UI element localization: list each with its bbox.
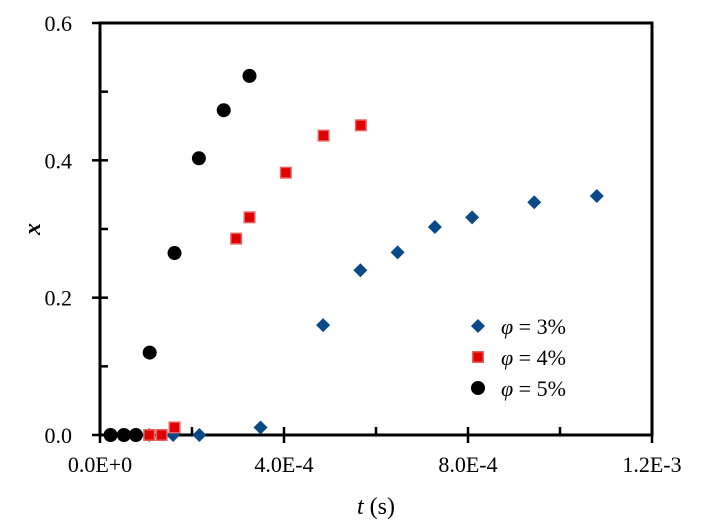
data-point-square [243, 211, 256, 224]
axis-titles: t (s) x [20, 223, 395, 520]
x-tick-label: 8.0E-4 [438, 452, 497, 477]
data-point-circle [128, 428, 143, 442]
legend: φ = 3% φ = 4% φ = 5% [471, 314, 566, 401]
legend-marker-diamond [471, 319, 485, 333]
data-point-circle [216, 103, 231, 118]
legend-marker-circle [471, 381, 485, 395]
legend-marker-square [472, 351, 484, 363]
data-point-diamond [427, 219, 442, 234]
data-point-square [168, 421, 181, 434]
data-point-circle [103, 428, 118, 442]
legend-item: φ = 3% [471, 314, 566, 339]
data-point-square [279, 166, 292, 179]
y-axis-title: x [20, 223, 46, 236]
data-point-diamond [390, 245, 405, 260]
x-axis-title-unit: (s) [364, 494, 395, 520]
data-point-circle [116, 428, 131, 442]
data-point-diamond [527, 195, 542, 210]
x-tick-label: 4.0E-4 [254, 452, 313, 477]
y-tick-label: 0.0 [45, 423, 73, 448]
data-point-diamond [253, 420, 268, 435]
x-tick-label: 0.0E+0 [68, 452, 132, 477]
y-tick-label: 0.6 [45, 11, 73, 36]
legend-label: φ = 4% [501, 345, 566, 370]
axis-tick-labels: 0.0E+0 4.0E-4 8.0E-4 1.2E-3 0.0 0.2 0.4 0.6 [45, 11, 682, 477]
data-point-diamond [465, 210, 480, 225]
data-point-square [143, 429, 156, 441]
data-point-square [230, 232, 243, 245]
data-point-diamond [353, 263, 368, 278]
series-square [143, 119, 367, 441]
legend-item: φ = 4% [472, 345, 566, 370]
data-point-square [317, 129, 330, 142]
plot-border [98, 21, 654, 437]
y-tick-label: 0.4 [45, 148, 73, 173]
data-point-circle [167, 246, 182, 261]
data-point-diamond [192, 428, 207, 442]
x-axis-title: t (s) [357, 494, 395, 520]
data-point-diamond [589, 189, 604, 204]
data-point-circle [242, 68, 257, 83]
data-point-circle [191, 151, 206, 166]
legend-label: φ = 3% [501, 314, 566, 339]
data-point-square [354, 119, 367, 132]
data-point-square [155, 429, 168, 441]
data-point-circle [142, 345, 157, 360]
y-tick-label: 0.2 [45, 286, 73, 311]
data-series [103, 68, 604, 442]
plot-frame [98, 21, 654, 437]
legend-label: φ = 5% [501, 376, 566, 401]
axis-ticks [92, 21, 654, 443]
data-point-diamond [316, 318, 331, 333]
series-circle [103, 68, 257, 442]
legend-item: φ = 5% [471, 376, 566, 401]
x-tick-label: 1.2E-3 [622, 452, 681, 477]
x-axis-title-variable: t [357, 494, 365, 520]
